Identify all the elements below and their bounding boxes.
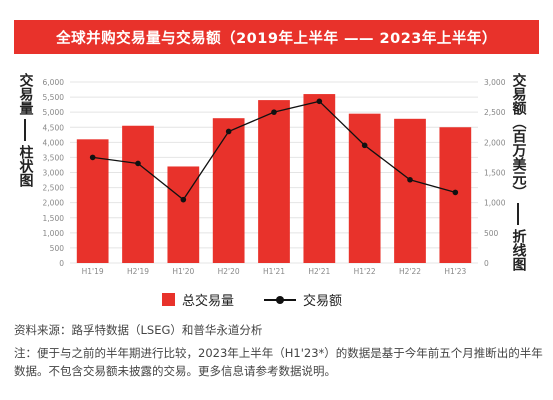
x-tick-label: H2'21 [308, 267, 330, 276]
y-left-tick-label: 3,000 [43, 169, 65, 178]
x-tick-label: H1'20 [172, 267, 194, 276]
left-axis-label-bottom: 柱状图 [17, 145, 34, 187]
legend-item-bar: 总交易量 [162, 290, 234, 309]
left-axis-label: 交易量 柱状图 [16, 73, 34, 187]
legend-line-swatch [264, 293, 297, 306]
y-left-tick-label: 3,500 [43, 153, 65, 162]
x-tick-label: H2'19 [127, 267, 149, 276]
line-point [361, 142, 368, 149]
y-left-tick-label: 1,500 [43, 214, 65, 223]
x-tick-label: H2'20 [218, 267, 240, 276]
bar [303, 94, 336, 263]
y-right-tick-label: 2,500 [484, 108, 506, 117]
y-left-tick-label: 5,500 [43, 93, 65, 102]
line-point [180, 196, 187, 203]
bar [348, 113, 381, 263]
line-point [316, 98, 323, 105]
bar [122, 125, 154, 263]
bar [167, 166, 200, 263]
legend: 总交易量 交易额 [162, 290, 372, 309]
left-axis-label-dash [24, 119, 26, 141]
x-tick-label: H1'23 [444, 267, 466, 276]
bar [394, 118, 426, 263]
x-tick-label: H2'22 [399, 267, 421, 276]
legend-bar-swatch [162, 293, 175, 306]
y-right-tick-label: 500 [484, 229, 499, 238]
line-point [407, 176, 413, 183]
x-tick-label: H1'22 [354, 267, 376, 276]
bar [212, 118, 245, 263]
y-right-tick-label: 0 [484, 259, 489, 268]
y-left-tick-label: 2,500 [43, 184, 65, 193]
right-axis-label-bottom: 折线图 [510, 229, 527, 271]
line-point [271, 109, 277, 115]
right-axis-label-top: 交易额（百万美元） [510, 73, 527, 199]
combo-chart: 0 500 1,000 1,500 2,000 2,500 3,000 3,500 4,000 4… [43, 78, 506, 276]
y-left-tick-label: 1,000 [43, 229, 65, 238]
line-point [225, 128, 232, 135]
y-right-tick-label: 3,000 [484, 78, 506, 87]
y-left-tick-label: 4,500 [43, 123, 65, 132]
bar [258, 100, 290, 263]
legend-line-label: 交易额 [303, 294, 343, 309]
legend-bar-label: 总交易量 [182, 294, 235, 309]
x-tick-label: H1'21 [263, 267, 285, 276]
right-axis-label: 交易额（百万美元） 折线图 [509, 73, 527, 271]
y-left-tick-label: 4,000 [43, 138, 65, 147]
line-point [89, 154, 96, 161]
note-text: 注：便于与之前的半年期进行比较，2023年上半年（H1'23*）的数据是基于今年… [14, 346, 543, 378]
source-text: 资料来源：路孚特数据（LSEG）和普华永道分析 [14, 323, 263, 337]
x-tick-label: H1'19 [82, 267, 104, 276]
left-axis-label-top: 交易量 [17, 73, 34, 115]
legend-item-line: 交易额 [264, 290, 342, 309]
y-right-tick-label: 1,000 [484, 199, 506, 208]
y-left-tick-label: 2,000 [43, 199, 65, 208]
line-point [452, 189, 459, 196]
y-left-tick-label: 500 [50, 244, 65, 253]
y-right-tick-label: 1,500 [484, 169, 506, 178]
chart-title: 全球并购交易量与交易额（2019年上半年 —— 2023年上半年） [14, 20, 539, 54]
y-left-tick-label: 0 [59, 259, 64, 268]
right-axis-label-dash [517, 203, 519, 225]
y-right-tick-label: 2,000 [484, 138, 506, 147]
y-left-tick-label: 6,000 [43, 78, 65, 87]
y-left-tick-label: 5,000 [43, 108, 65, 117]
line-point [135, 160, 141, 167]
